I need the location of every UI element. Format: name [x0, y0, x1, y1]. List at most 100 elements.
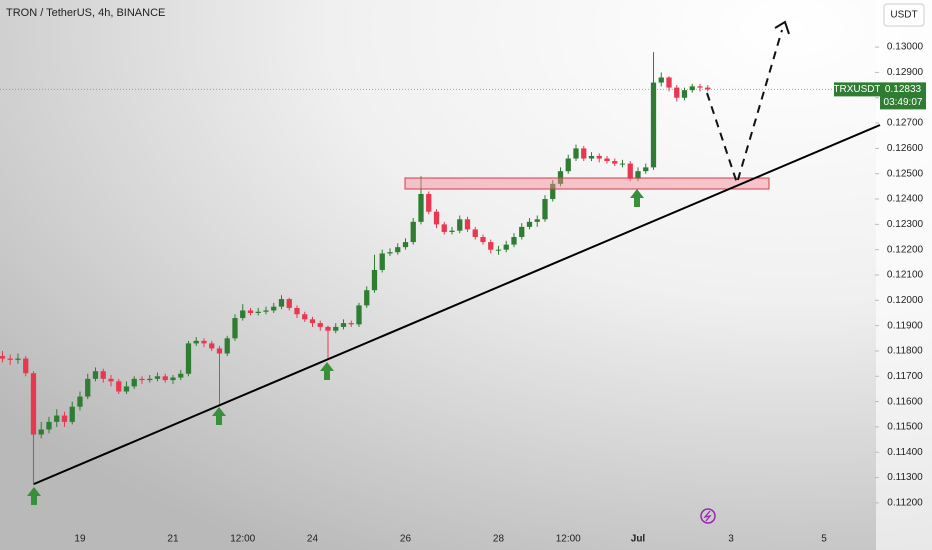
candle-body: [480, 237, 486, 243]
candle-body: [317, 323, 323, 327]
trend-line: [33, 124, 881, 485]
y-tick-label: 0.11200: [887, 498, 923, 509]
candle-body: [619, 163, 626, 165]
candle-body: [77, 396, 83, 407]
candle-body: [302, 314, 308, 320]
candle-body: [23, 358, 29, 374]
candle-body: [495, 249, 502, 251]
button-label[interactable]: USDT: [890, 10, 917, 21]
candle-body: [38, 429, 44, 435]
y-tick-label: 0.11600: [887, 396, 923, 407]
up-arrow: [212, 407, 226, 425]
x-tick-label: 26: [400, 534, 412, 545]
up-arrow: [320, 362, 334, 380]
candle-body: [232, 318, 238, 339]
y-tick-label: 0.13000: [887, 42, 924, 53]
y-tick-label: 0.12400: [887, 194, 924, 205]
candle-body: [333, 326, 339, 331]
candle-body: [588, 155, 595, 159]
candle-body: [441, 224, 447, 232]
candle-body: [309, 319, 316, 324]
candle-body: [325, 326, 331, 331]
x-tick-label: 5: [821, 534, 827, 545]
candle-body: [650, 82, 657, 168]
candle-body: [185, 343, 192, 374]
x-tick-label: 12:00: [230, 534, 255, 545]
alert-icon[interactable]: [700, 508, 716, 524]
candle-body: [511, 237, 517, 245]
x-tick-label: 12:00: [556, 534, 581, 545]
candle-body: [371, 269, 378, 291]
candle-body: [54, 415, 60, 422]
candle-body: [209, 343, 215, 349]
arrows: [27, 189, 644, 505]
candle-body: [581, 148, 587, 159]
candle-body: [7, 358, 13, 360]
alert-ring[interactable]: [700, 508, 716, 524]
y-tick-label: 0.12500: [887, 168, 924, 179]
candle-body: [457, 219, 463, 231]
candle-body: [426, 193, 432, 212]
candle-body: [681, 90, 688, 98]
candle-body: [247, 310, 254, 313]
x-tick-label: 21: [167, 534, 179, 545]
candle-body: [240, 310, 246, 319]
candle-body: [178, 373, 184, 378]
candle-body: [596, 155, 602, 159]
candle-body: [340, 323, 347, 327]
candle-body: [278, 299, 285, 307]
projection-path: [706, 29, 783, 187]
candle-body: [542, 199, 548, 220]
y-tick-label: 0.12900: [887, 67, 924, 78]
candle-body: [92, 371, 99, 379]
chart-title: TRON / TetherUS, 4h, BINANCE: [6, 7, 165, 19]
countdown-label: 03:49:07: [884, 97, 923, 108]
y-tick-label: 0.12000: [887, 295, 924, 306]
symbol-label: TRXUSDT: [833, 84, 880, 95]
y-tick-label: 0.11400: [887, 447, 923, 458]
candle-body: [131, 378, 137, 387]
candle-body: [472, 229, 478, 238]
projection-arrowhead: [774, 20, 790, 35]
candle-body: [263, 310, 269, 312]
x-tick-label: Jul: [631, 534, 646, 545]
plot: 0.11200 0.11300 0.11400 0.11500 0.11600 0.117…: [0, 42, 924, 545]
price-label: 0.12833: [885, 84, 922, 95]
price-tag: [880, 82, 926, 110]
candle-body: [364, 290, 370, 306]
candle-body: [271, 306, 277, 311]
y-tick-label: 0.12300: [887, 219, 924, 230]
y-tick-label: 0.12600: [887, 143, 924, 154]
x-tick-label: 3: [728, 534, 734, 545]
candle-body: [519, 226, 525, 238]
up-arrow: [27, 487, 41, 505]
candle-body: [162, 376, 168, 381]
support-zone: [404, 177, 770, 190]
candle-body: [379, 253, 385, 270]
candle-body: [46, 421, 52, 430]
y-tick-label: 0.12700: [887, 118, 924, 129]
candle-body: [255, 311, 261, 313]
currency-button[interactable]: USDT: [883, 3, 925, 27]
candle-body: [395, 247, 401, 253]
x-tick-label: 24: [307, 534, 319, 545]
candle-body: [294, 307, 300, 315]
candle-body: [100, 371, 106, 379]
candle-body: [573, 148, 579, 159]
candle-body: [433, 211, 440, 225]
candle-body: [526, 221, 533, 227]
alert-bolt[interactable]: [703, 510, 712, 522]
button-frame[interactable]: [883, 3, 925, 27]
candle-body: [69, 406, 75, 422]
candle-body: [534, 219, 540, 222]
candle-body: [488, 242, 494, 250]
candle-body: [604, 158, 610, 162]
x-tick-label: 19: [74, 534, 86, 545]
candle-body: [116, 381, 122, 392]
candle-body: [108, 378, 114, 382]
y-tick-label: 0.11300: [887, 472, 923, 483]
candle-body: [565, 158, 571, 172]
candle-body: [139, 378, 145, 381]
